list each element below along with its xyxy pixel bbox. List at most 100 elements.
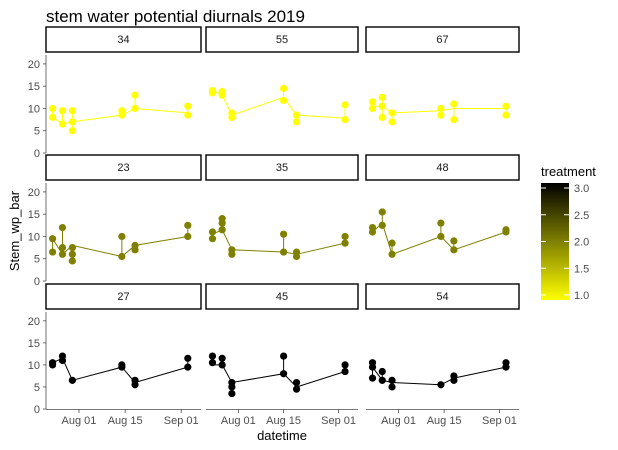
y-tick-label: 15 — [28, 209, 40, 221]
y-tick-label: 0 — [34, 404, 40, 416]
data-point — [368, 374, 377, 382]
data-point — [58, 223, 67, 232]
data-point — [450, 246, 458, 254]
facet-strip-label: 67 — [436, 34, 448, 46]
data-point — [280, 230, 288, 238]
data-point — [388, 250, 396, 258]
x-tick-label: Sep 01 — [321, 415, 356, 427]
data-point — [378, 102, 386, 110]
data-point — [368, 104, 377, 113]
data-point — [388, 239, 396, 247]
facet-panel-34: 34 0 5 10 15 20 — [28, 26, 202, 160]
facet-panel-48: 48 — [365, 154, 520, 258]
x-tick-label: Aug 15 — [108, 415, 143, 427]
data-point — [184, 111, 192, 119]
y-tick-label: 20 — [28, 316, 40, 328]
data-point — [388, 383, 396, 391]
data-point — [58, 107, 67, 115]
data-point — [368, 228, 377, 236]
data-point — [437, 232, 445, 241]
data-point — [184, 363, 192, 371]
facet-strip — [45, 283, 202, 310]
data-point — [341, 367, 349, 376]
facet-strip — [205, 154, 359, 181]
facet-strip — [365, 283, 520, 310]
y-tick-label: 15 — [28, 338, 40, 350]
data-point — [228, 383, 236, 391]
data-point — [118, 363, 126, 371]
legend-title: treatment — [541, 164, 596, 179]
data-point — [58, 120, 67, 128]
data-point — [388, 118, 396, 126]
data-point — [68, 118, 76, 126]
legend-ticks: 3.0 2.5 2.0 1.5 1.0 — [541, 183, 589, 302]
data-point — [280, 352, 288, 360]
data-point — [131, 246, 139, 254]
facet-panels: 34 0 5 10 15 20 55 67 23 0 5 10 15 20 35 48 27 0 5 10 15 20 45… — [28, 26, 520, 416]
facet-strip — [205, 283, 359, 310]
data-point — [502, 102, 510, 110]
data-point — [68, 127, 76, 135]
data-point — [68, 243, 76, 252]
x-tick-label: Aug 01 — [62, 415, 97, 427]
data-point — [218, 361, 226, 369]
data-point — [450, 100, 458, 108]
x-axis: Aug 01 Aug 15 Sep 01 Aug 01 Aug 15 Sep 01 Aug … — [46, 409, 519, 427]
data-point — [368, 363, 377, 371]
x-tick-label: Aug 01 — [381, 415, 416, 427]
data-point — [378, 93, 386, 101]
facet-strip-label: 45 — [276, 291, 288, 303]
data-point — [68, 376, 76, 384]
data-point — [68, 250, 76, 258]
chart-title: stem water potential diurnals 2019 — [46, 7, 305, 26]
data-point — [218, 226, 226, 234]
data-point — [118, 111, 126, 119]
legend-tick-label: 1.5 — [574, 263, 589, 275]
facet-panel-23: 23 0 5 10 15 20 — [28, 154, 202, 288]
facet-panel-35: 35 — [205, 154, 359, 261]
data-point — [292, 118, 301, 126]
data-point — [292, 385, 301, 393]
data-point — [58, 356, 67, 365]
facet-strip-label: 27 — [117, 291, 129, 303]
data-point — [378, 221, 386, 229]
data-point — [48, 361, 57, 369]
data-point — [184, 102, 192, 110]
data-point — [280, 96, 288, 105]
y-tick-label: 20 — [28, 59, 40, 71]
facet-strip-label: 23 — [117, 162, 129, 174]
y-tick-label: 5 — [34, 382, 40, 394]
facet-strip — [45, 154, 202, 181]
data-point — [502, 111, 510, 119]
data-point — [228, 389, 236, 398]
data-point — [131, 104, 139, 113]
facet-panel-54: 54 — [365, 283, 520, 391]
data-point — [48, 113, 57, 121]
data-point — [292, 111, 301, 119]
data-point — [208, 228, 217, 236]
data-point — [502, 228, 510, 236]
facet-panel-55: 55 — [205, 26, 359, 126]
data-point — [450, 115, 458, 124]
data-point — [437, 219, 445, 227]
legend-tick-label: 2.0 — [574, 237, 589, 249]
x-tick-label: Aug 01 — [221, 415, 256, 427]
facet-panel-45: 45 — [205, 283, 359, 398]
data-point — [450, 237, 458, 245]
data-point — [388, 376, 396, 384]
data-point — [118, 252, 126, 261]
data-point — [341, 361, 349, 369]
data-point — [48, 248, 57, 256]
data-point — [208, 352, 217, 360]
data-point — [378, 367, 386, 376]
data-point — [502, 363, 510, 371]
legend-tick-label: 2.5 — [574, 210, 589, 222]
data-point — [450, 376, 458, 384]
facet-strip-label: 48 — [436, 162, 448, 174]
data-point — [131, 91, 139, 99]
y-tick-label: 5 — [34, 126, 40, 138]
data-point — [208, 359, 217, 367]
y-tick-label: 10 — [28, 360, 40, 372]
